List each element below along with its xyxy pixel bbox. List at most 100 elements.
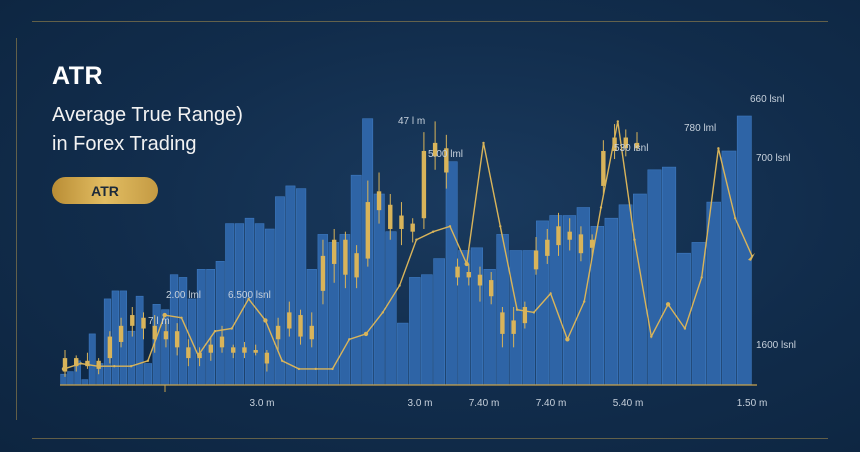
candlestick	[488, 272, 494, 305]
candlestick	[253, 344, 258, 356]
candlestick	[444, 134, 449, 189]
candlestick	[421, 132, 427, 229]
atr-point	[381, 311, 384, 314]
atr-point	[415, 238, 418, 241]
annotation-label: 6.500 lsnl	[228, 290, 271, 301]
atr-point	[398, 284, 401, 287]
candlestick	[388, 194, 393, 240]
atr-point	[331, 367, 334, 371]
candlestick	[578, 226, 584, 262]
page-title: ATR	[52, 62, 104, 90]
atr-point	[515, 308, 519, 311]
atr-bar	[632, 193, 647, 386]
atr-bar	[234, 223, 245, 386]
candlestick	[74, 355, 79, 372]
candlestick	[365, 180, 371, 267]
candlestick	[152, 315, 157, 353]
atr-point	[700, 276, 703, 279]
atr-point	[348, 338, 351, 341]
left-border-line	[16, 38, 17, 420]
subtitle-line-2: in Forex Trading	[52, 133, 197, 155]
atr-point	[314, 367, 317, 371]
candlestick	[85, 352, 90, 369]
x-tick-label: 5.40 m	[613, 398, 644, 409]
candlestick	[634, 132, 640, 151]
atr-bar	[409, 277, 421, 386]
atr-badge[interactable]: ATR	[52, 177, 158, 204]
atr-bar	[604, 217, 619, 386]
candlestick	[556, 212, 561, 256]
annotation-label: 660 lsnl	[750, 94, 784, 105]
candlestick	[500, 306, 505, 348]
x-tick-label: 1.50 m	[737, 398, 768, 409]
candlestick	[376, 172, 382, 224]
candlestick	[522, 301, 528, 329]
atr-point	[263, 318, 268, 323]
candlestick	[320, 239, 326, 305]
atr-point	[464, 261, 469, 267]
candlestick	[589, 234, 595, 256]
x-tick-label: 3.0 m	[249, 398, 274, 409]
candlestick	[432, 121, 438, 170]
candlestick	[601, 140, 606, 195]
candlestick	[264, 350, 270, 372]
atr-bar	[397, 322, 409, 386]
candlestick	[410, 218, 415, 243]
atr-bar	[285, 185, 296, 386]
atr-bar	[254, 223, 265, 386]
annotation-label: 5.00 lml	[428, 149, 463, 160]
atr-point	[230, 327, 233, 330]
atr-point	[583, 300, 586, 303]
candlestick	[208, 336, 214, 361]
candlestick	[477, 266, 483, 302]
candlestick	[186, 339, 191, 367]
atr-point	[213, 330, 217, 333]
atr-bar	[470, 247, 484, 386]
candlestick	[466, 263, 471, 286]
annotation-label: 700 lsnl	[756, 153, 790, 164]
candlestick	[399, 202, 404, 246]
candlestick	[298, 309, 303, 345]
candlestick	[231, 344, 236, 359]
atr-point	[113, 365, 116, 368]
atr-bar	[618, 204, 633, 386]
atr-point	[129, 365, 133, 368]
atr-bar	[81, 379, 89, 386]
bars-group	[60, 115, 752, 386]
candlestick	[343, 231, 348, 289]
atr-point	[96, 365, 99, 368]
subtitle-line-1: Average True Range)	[52, 104, 243, 126]
atr-bar	[661, 166, 677, 386]
candlestick	[118, 317, 124, 348]
atr-point	[79, 362, 83, 365]
atr-point	[61, 366, 67, 372]
atr-point	[146, 359, 150, 362]
bottom-border-line	[32, 438, 828, 439]
annotation-label: 780 lml	[684, 123, 716, 134]
atr-bar	[433, 258, 446, 386]
atr-points-group	[61, 120, 755, 372]
candlestick	[130, 306, 135, 337]
atr-point	[665, 302, 671, 307]
atr-bar	[385, 231, 397, 386]
atr-point	[297, 367, 301, 371]
candlestick	[62, 350, 68, 377]
atr-bar	[421, 274, 433, 386]
atr-bar	[706, 201, 721, 386]
atr-point	[599, 206, 603, 209]
atr-point	[432, 230, 435, 233]
candlestick	[242, 341, 247, 359]
atr-point	[180, 316, 183, 319]
x-tick-label: 3.0 m	[407, 398, 432, 409]
candlestick	[545, 228, 550, 264]
atr-point	[633, 238, 636, 241]
candlestick	[331, 228, 337, 283]
atr-point	[717, 147, 720, 150]
atr-bar	[196, 268, 206, 386]
atr-bar	[215, 260, 225, 386]
atr-bar	[135, 295, 144, 386]
atr-bar	[458, 250, 471, 386]
atr-bar	[206, 268, 215, 386]
candlestick	[197, 347, 202, 367]
